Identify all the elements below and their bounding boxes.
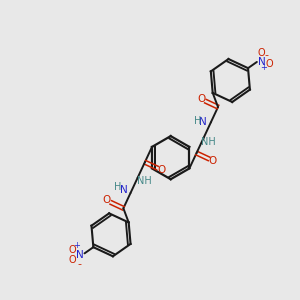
Text: -: - xyxy=(264,50,268,60)
Text: +: + xyxy=(260,63,267,72)
Text: O: O xyxy=(266,59,273,69)
Text: H: H xyxy=(114,182,122,192)
Text: O: O xyxy=(208,156,217,166)
Text: N: N xyxy=(199,117,207,127)
Text: O: O xyxy=(103,196,111,206)
Text: O: O xyxy=(68,254,76,265)
Text: NH: NH xyxy=(201,137,215,147)
Text: +: + xyxy=(74,241,80,250)
Text: N: N xyxy=(120,185,128,195)
Text: N: N xyxy=(76,250,84,260)
Text: NH: NH xyxy=(137,176,152,186)
Text: H: H xyxy=(194,116,202,126)
Text: O: O xyxy=(197,94,206,104)
Text: -: - xyxy=(78,259,82,269)
Text: O: O xyxy=(68,244,76,254)
Text: O: O xyxy=(258,48,265,58)
Text: N: N xyxy=(258,57,266,67)
Text: O: O xyxy=(158,165,166,175)
